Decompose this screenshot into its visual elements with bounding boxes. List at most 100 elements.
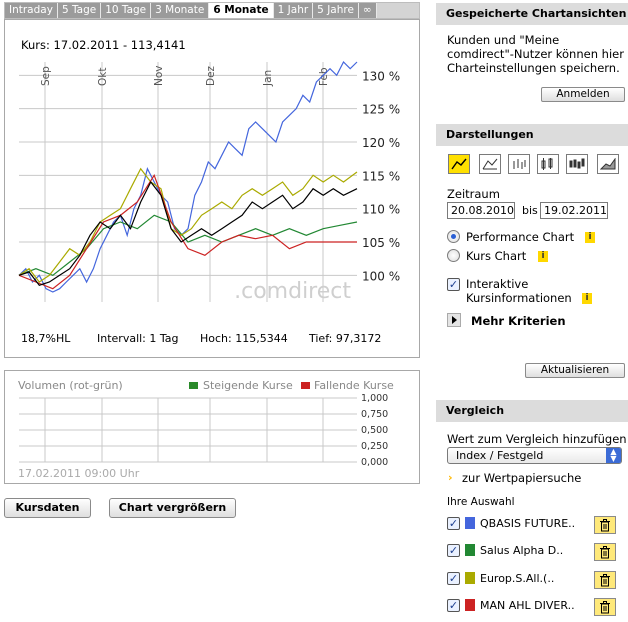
vol-tick-3: 0,500 [361, 425, 388, 436]
ohlc-chart-icon[interactable] [508, 154, 530, 174]
legend-up-swatch [189, 382, 198, 389]
auswahl-label: Ihre Auswahl [447, 496, 515, 508]
legend-up-label: Steigende Kurse [203, 379, 293, 392]
tab-max[interactable]: ∞ [358, 3, 377, 18]
volume-panel: Volumen (rot-grün) Steigende Kurse Falle… [4, 370, 420, 484]
wertpapiersuche-link[interactable]: zur Wertpapiersuche [462, 471, 582, 485]
interaktiv-label-1: Interaktive [466, 277, 529, 291]
chart-panel: Kurs: 17.02.2011 - 113,4141 100 % 105 % 11… [4, 19, 420, 358]
stat-hl: 18,7%HL [21, 332, 71, 345]
series-line-man-ahl-diver- [18, 173, 357, 290]
bar-chart-icon[interactable] [537, 154, 559, 174]
series-line-kurs [18, 180, 358, 287]
select-arrow-icon: ▲ ▼ [606, 448, 621, 463]
sidebar: Gespeicherte Chartansichten Kunden und "… [436, 0, 628, 622]
legend-down-label: Fallende Kurse [314, 379, 394, 392]
vol-tick-5: 0,000 [361, 457, 388, 468]
performance-chart-radio[interactable] [447, 230, 460, 243]
compare-item-label: MAN AHL DIVER.. [480, 599, 575, 612]
vergleich-header: Vergleich [436, 400, 628, 422]
chart-vergroessern-button[interactable]: Chart vergrößern [109, 498, 236, 518]
kurs-value: Kurs: 17.02.2011 - 113,4141 [21, 38, 186, 52]
compare-swatch [465, 517, 475, 529]
saved-text-2: comdirect"-Nutzer können hier [447, 47, 624, 61]
line-chart-icon[interactable] [448, 154, 470, 174]
stat-hoch: Hoch: 115,5344 [200, 332, 288, 345]
tab-intraday[interactable]: Intraday [5, 3, 58, 18]
tab-10-tage[interactable]: 10 Tage [101, 3, 152, 18]
date-to-input[interactable]: 19.02.2011 [540, 202, 608, 219]
kurs-chart-radio[interactable] [447, 249, 460, 262]
saved-views-body: Kunden und "Meine comdirect"-Nutzer könn… [436, 25, 628, 113]
mountain-chart-icon[interactable] [479, 154, 501, 174]
series-line-qbasis-future- [18, 60, 358, 293]
compare-swatch [465, 599, 475, 611]
kurs-chart-label: Kurs Chart [466, 249, 527, 263]
arrow-right-icon: › [448, 471, 453, 484]
compare-swatch [465, 572, 475, 584]
trash-icon[interactable] [594, 516, 616, 534]
interaktiv-label-2: Kursinformationen [466, 291, 572, 305]
volume-chart: 1,000 0,750 0,500 0,250 0,000 [19, 393, 388, 468]
area-chart-icon[interactable] [597, 154, 619, 174]
compare-item-label: QBASIS FUTURE.. [480, 517, 576, 530]
series-line-europ-s-all- [18, 167, 358, 283]
y-tick-label: 105 % [362, 236, 400, 250]
trash-icon[interactable] [594, 543, 616, 561]
x-tick-label: Dez [205, 65, 217, 86]
x-tick-label: Sep [40, 66, 52, 86]
vol-tick-4: 0,250 [361, 441, 388, 452]
stat-tief: Tief: 97,3172 [309, 332, 382, 345]
performance-chart[interactable]: 100 % 105 % 110 % 115 % 120 % 125 % 130 % Sep Ok… [5, 20, 419, 320]
info-icon[interactable]: i [538, 251, 548, 262]
series-line-salus-alpha-d- [18, 214, 358, 276]
aktualisieren-button[interactable]: Aktualisieren [525, 363, 625, 378]
compare-checkbox[interactable]: ✓ [447, 544, 460, 557]
y-tick-label: 115 % [362, 169, 400, 183]
vol-tick-2: 0,750 [361, 409, 388, 420]
date-from-input[interactable]: 20.08.2010 [447, 202, 515, 219]
x-tick-label: Nov [153, 66, 165, 87]
period-tabs: Intraday 5 Tage 10 Tage 3 Monate 6 Monat… [4, 2, 420, 19]
tab-3-monate[interactable]: 3 Monate [151, 3, 210, 18]
compare-swatch [465, 544, 475, 556]
info-icon[interactable]: i [585, 232, 595, 243]
mehr-kriterien-link[interactable]: Mehr Kriterien [471, 314, 566, 328]
comdirect-watermark: .comdirect [234, 279, 351, 304]
legend-down-swatch [301, 382, 310, 389]
zeitraum-label: Zeitraum [447, 187, 500, 201]
tab-6-monate[interactable]: 6 Monate [209, 3, 274, 18]
index-select[interactable]: Index / Festgeld ▲ ▼ [447, 447, 622, 464]
compare-checkbox[interactable]: ✓ [447, 599, 460, 612]
saved-views-header: Gespeicherte Chartansichten [436, 3, 628, 25]
compare-item-label: Europ.S.All.(.. [480, 572, 555, 585]
stat-intervall: Intervall: 1 Tag [97, 332, 179, 345]
darstellungen-header: Darstellungen [436, 124, 628, 146]
compare-checkbox[interactable]: ✓ [447, 517, 460, 530]
expand-icon[interactable] [447, 313, 461, 327]
anmelden-button[interactable]: Anmelden [541, 87, 625, 102]
trash-icon[interactable] [594, 598, 616, 616]
index-select-value: Index / Festgeld [456, 449, 544, 462]
info-icon[interactable]: i [582, 293, 592, 304]
interaktiv-checkbox[interactable]: ✓ [447, 278, 460, 291]
candlestick-chart-icon[interactable] [566, 154, 588, 174]
vergleich-add-label: Wert zum Vergleich hinzufügen [447, 432, 627, 446]
saved-text-3: Charteinstellungen speichern. [447, 61, 620, 75]
compare-checkbox[interactable]: ✓ [447, 572, 460, 585]
y-tick-label: 120 % [362, 136, 400, 150]
volume-title: Volumen (rot-grün) [18, 379, 123, 392]
tab-5-tage[interactable]: 5 Tage [57, 3, 102, 18]
y-tick-label: 110 % [362, 203, 400, 217]
y-tick-label: 100 % [362, 269, 400, 283]
trash-icon[interactable] [594, 571, 616, 589]
vol-tick-1: 1,000 [361, 393, 388, 404]
x-tick-label: Jan [262, 70, 274, 87]
compare-item-label: Salus Alpha D.. [480, 544, 564, 557]
volume-timestamp: 17.02.2011 09:00 Uhr [18, 467, 140, 480]
tab-5-jahre[interactable]: 5 Jahre [313, 3, 359, 18]
kursdaten-button[interactable]: Kursdaten [4, 498, 91, 518]
bis-label: bis [522, 204, 538, 217]
y-tick-label: 125 % [362, 103, 400, 117]
tab-1-jahr[interactable]: 1 Jahr [273, 3, 314, 18]
